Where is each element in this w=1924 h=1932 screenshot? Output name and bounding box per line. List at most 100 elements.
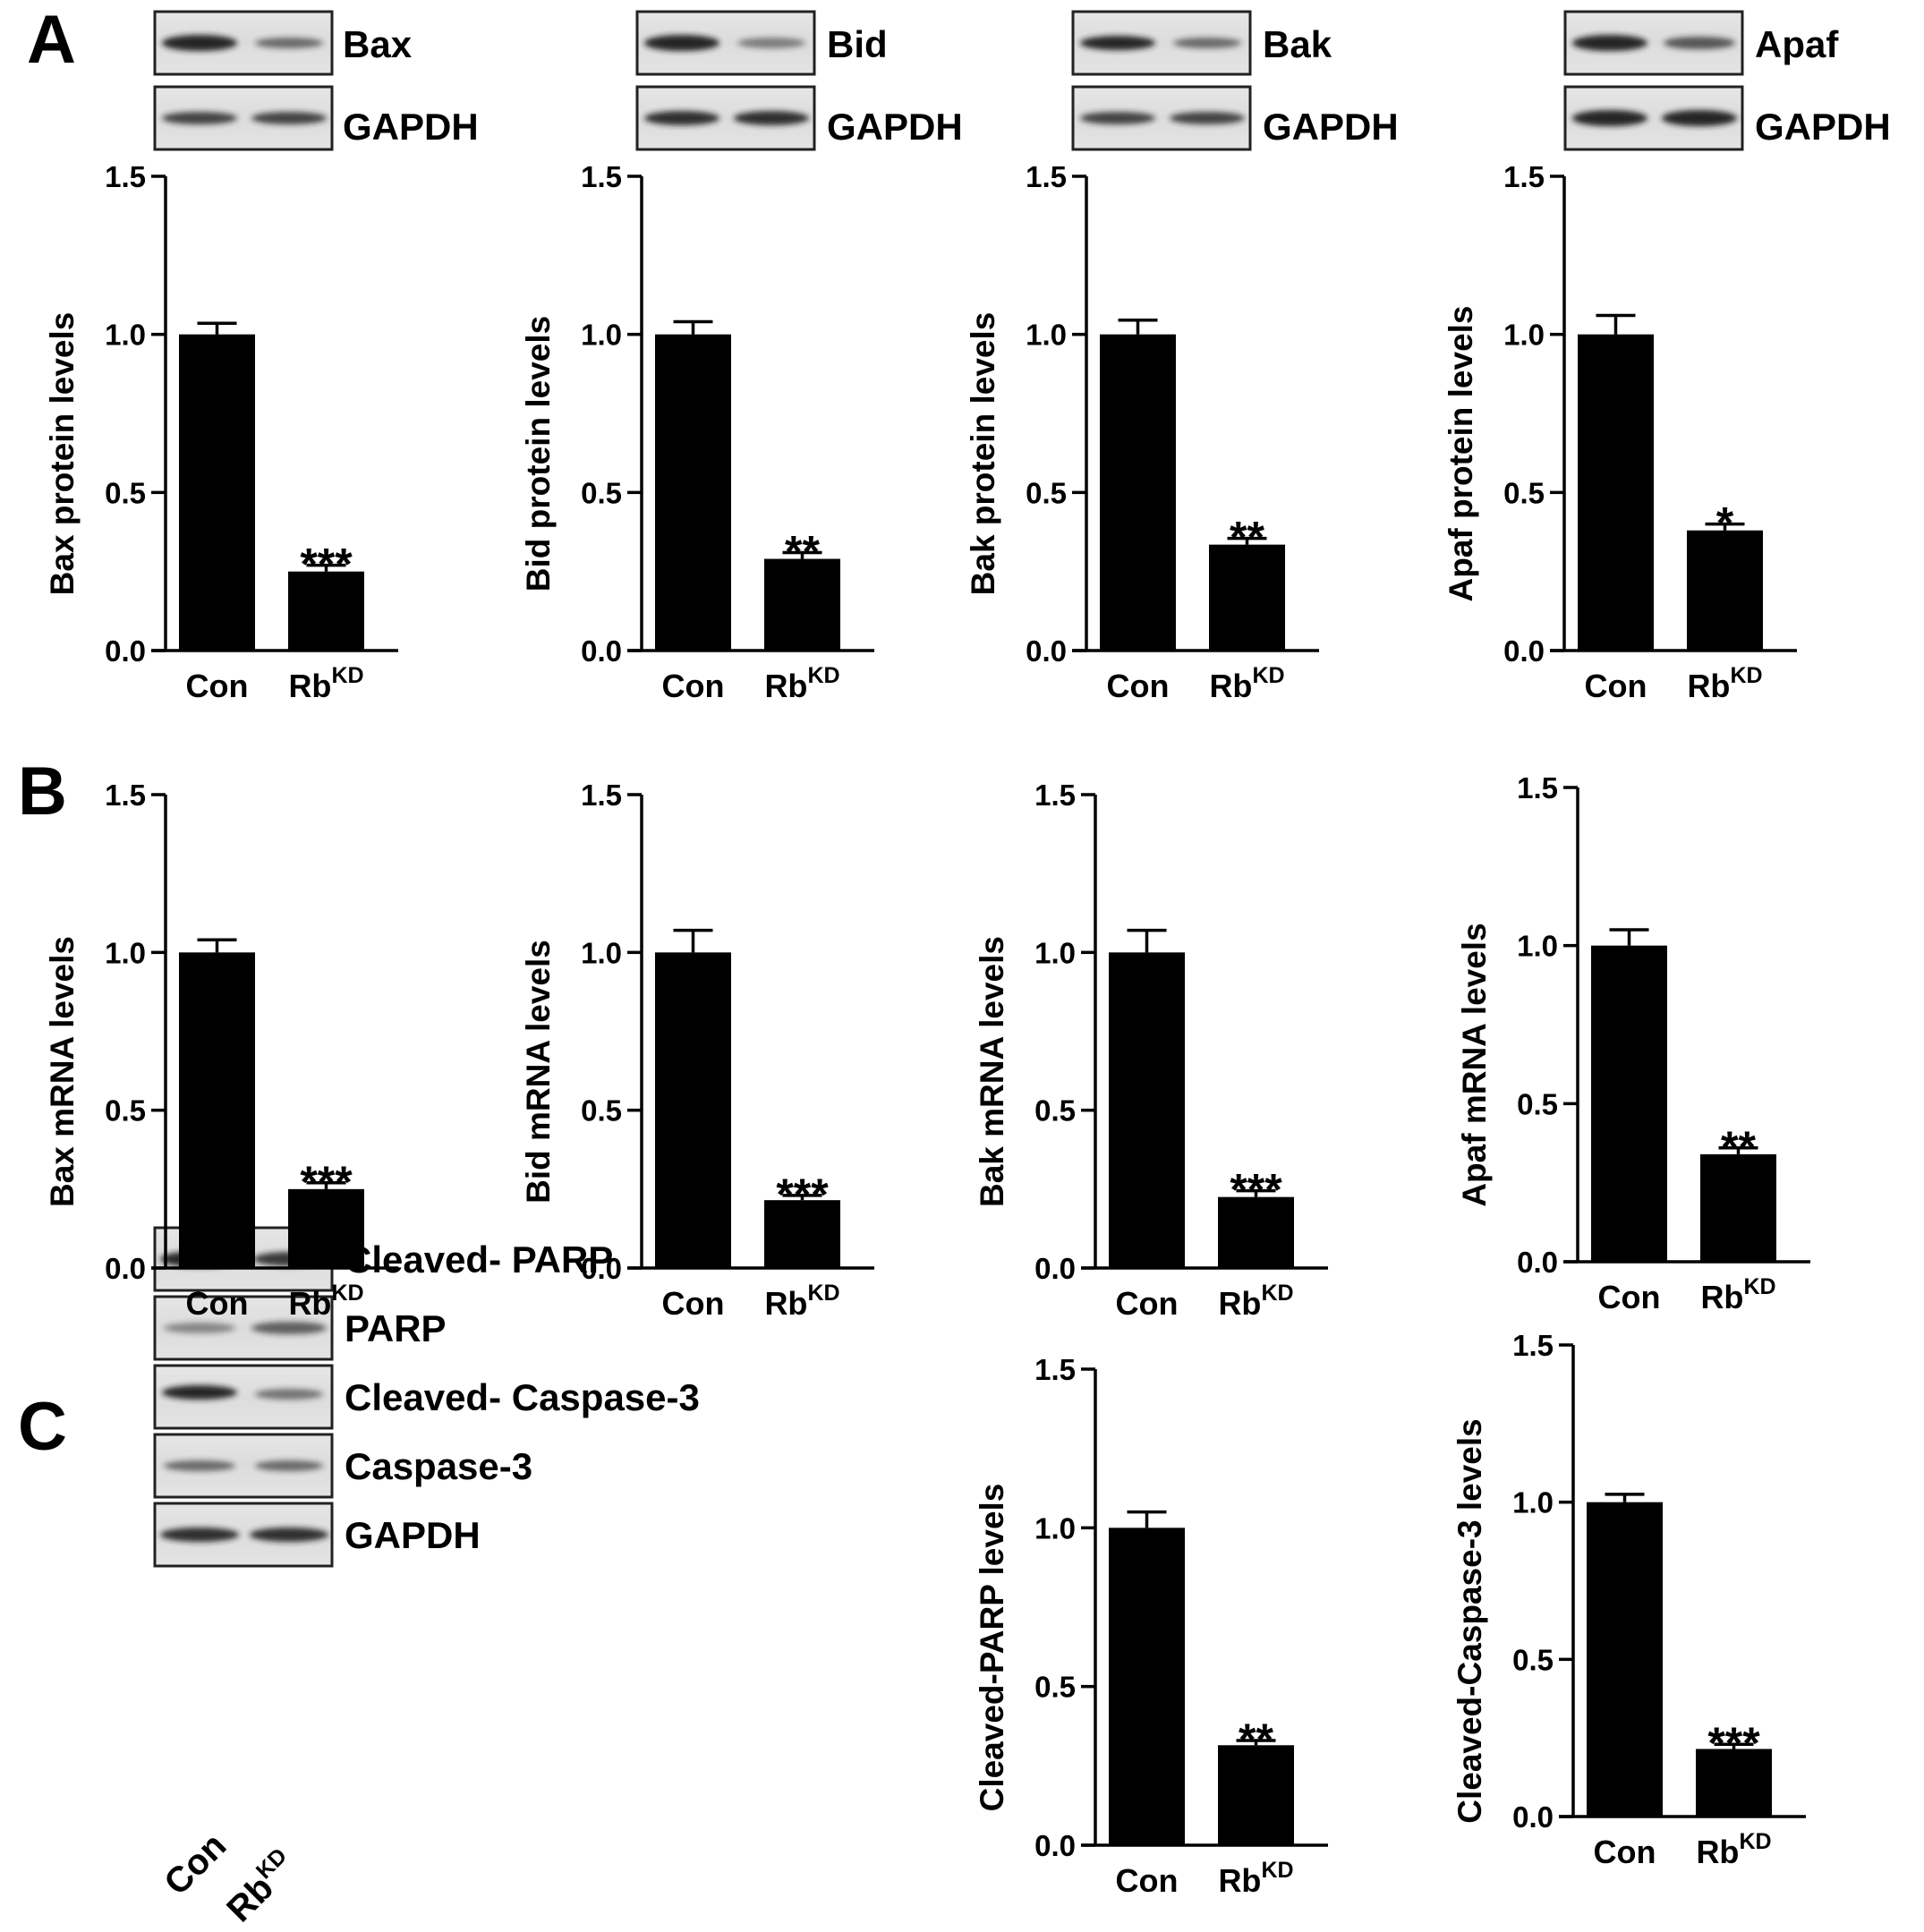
bar <box>1218 1745 1294 1845</box>
y-axis-label: Cleaved-PARP levels <box>974 1484 1010 1812</box>
y-tick-label: 0.5 <box>581 1094 622 1128</box>
blot-row-label: Cleaved- Caspase-3 <box>345 1376 700 1418</box>
bar <box>1109 1528 1185 1845</box>
blot-lane-label-con: Con <box>157 1826 234 1902</box>
y-axis-label: Apaf protein levels <box>1443 305 1479 601</box>
blot-band <box>255 38 323 48</box>
panel-letter-b: B <box>18 753 67 830</box>
bar <box>1591 945 1667 1262</box>
y-tick-label: 1.5 <box>105 779 146 812</box>
x-category-label: RbKD <box>764 1281 839 1322</box>
blot-label-target: Bid <box>827 23 888 65</box>
blot-band <box>644 35 719 51</box>
chart-cleaved-caspase-3: 0.0 0.5 1.0 1.5 Cleaved-Caspase-3 levels Con *… <box>1452 1329 1806 1870</box>
blot-band <box>255 1460 323 1471</box>
blot-band <box>250 1528 328 1542</box>
y-tick-label: 0.0 <box>105 1252 146 1285</box>
significance-label: ** <box>1721 1122 1756 1172</box>
chart-bax-mrna: 0.0 0.5 1.0 1.5 Bax mRNA levels Con *** RbKD <box>44 779 398 1322</box>
blot-row-label: PARP <box>345 1307 447 1349</box>
blot-band <box>162 112 237 124</box>
y-tick-label: 1.5 <box>581 779 622 812</box>
bar <box>179 334 255 651</box>
y-axis-label: Bid mRNA levels <box>520 940 557 1204</box>
significance-label: *** <box>1707 1718 1760 1768</box>
panel-letter-c: C <box>18 1389 67 1465</box>
y-tick-label: 0.0 <box>105 634 146 668</box>
y-tick-label: 1.5 <box>1512 1329 1554 1362</box>
significance-label: *** <box>300 1157 353 1207</box>
bar <box>1578 334 1654 651</box>
y-axis-label: Cleaved-Caspase-3 levels <box>1452 1418 1488 1824</box>
y-tick-label: 1.0 <box>1034 1511 1076 1545</box>
y-tick-label: 0.0 <box>1517 1246 1558 1279</box>
x-category-label: Con <box>662 1285 725 1322</box>
y-tick-label: 0.0 <box>1026 634 1067 668</box>
x-category-label: Con <box>1107 668 1170 704</box>
blot-band <box>1664 37 1735 49</box>
chart-bid-protein: 0.0 0.5 1.0 1.5 Bid protein levels Con ** RbKD <box>520 160 874 704</box>
x-category-label: Con <box>662 668 725 704</box>
significance-label: *** <box>776 1170 829 1220</box>
significance-label: *** <box>1230 1165 1282 1215</box>
chart-bak-mrna: 0.0 0.5 1.0 1.5 Bak mRNA levels Con *** RbKD <box>974 779 1328 1322</box>
blot-label-target: Bak <box>1263 23 1332 65</box>
bar <box>1100 334 1176 651</box>
y-tick-label: 0.5 <box>105 476 146 509</box>
x-category-label: Con <box>1585 668 1647 704</box>
blot-band <box>162 1385 237 1400</box>
y-tick-label: 1.0 <box>581 936 622 969</box>
x-category-label: Con <box>1598 1279 1661 1315</box>
y-tick-label: 1.0 <box>1517 930 1558 963</box>
y-axis-label: Apaf mRNA levels <box>1456 923 1493 1206</box>
x-category-label: Con <box>1116 1285 1179 1322</box>
blot-label-loading: GAPDH <box>1755 106 1891 148</box>
bar <box>1700 1153 1776 1262</box>
blot-pair-apaf: Apaf GAPDH <box>1563 10 1891 151</box>
blot-label-loading: GAPDH <box>343 106 479 148</box>
bar <box>655 952 731 1268</box>
blot-band <box>1572 110 1647 126</box>
blot-band <box>251 112 327 124</box>
y-tick-label: 1.5 <box>105 160 146 193</box>
bar <box>288 1188 364 1268</box>
significance-label: ** <box>785 526 820 576</box>
blot-band <box>164 1460 235 1471</box>
blot-band <box>1080 36 1155 50</box>
x-category-label: RbKD <box>764 663 839 704</box>
blot-row-parp: PARP <box>153 1295 447 1361</box>
y-tick-label: 1.5 <box>1034 1353 1076 1386</box>
bar <box>1687 530 1763 651</box>
x-category-label: RbKD <box>1218 1858 1293 1899</box>
blot-band <box>255 1389 323 1400</box>
significance-label: *** <box>300 540 353 590</box>
bar <box>1209 544 1285 651</box>
bar <box>764 558 840 651</box>
panel-letter-a: A <box>27 2 76 78</box>
y-tick-label: 1.5 <box>581 160 622 193</box>
x-category-label: RbKD <box>1218 1281 1293 1322</box>
bar <box>655 334 731 651</box>
blot-band <box>1080 112 1155 124</box>
x-category-label: RbKD <box>288 1281 363 1322</box>
blot-label-loading: GAPDH <box>827 106 963 148</box>
blot-stack-c: Cleaved- PARP PARP Cleaved- Caspase-3 Ca… <box>153 1226 700 1568</box>
y-axis-label: Bak mRNA levels <box>974 936 1010 1207</box>
blot-row-gapdh: GAPDH <box>153 1502 481 1568</box>
x-category-label: Con <box>186 668 249 704</box>
y-axis-label: Bak protein levels <box>965 312 1001 596</box>
y-tick-label: 1.0 <box>105 936 146 969</box>
y-axis-label: Bid protein levels <box>520 316 557 592</box>
y-tick-label: 0.5 <box>1512 1643 1554 1676</box>
blot-band <box>1170 112 1245 124</box>
y-axis-label: Bax mRNA levels <box>44 936 81 1207</box>
y-tick-label: 0.5 <box>1034 1094 1076 1128</box>
bar <box>179 952 255 1268</box>
blot-band <box>160 1528 239 1542</box>
x-category-label: Con <box>186 1285 249 1322</box>
y-tick-label: 1.5 <box>1503 160 1545 193</box>
chart-bid-mrna: 0.0 0.5 1.0 1.5 Bid mRNA levels Con *** RbKD <box>520 779 874 1322</box>
blot-band <box>164 1323 235 1333</box>
bar <box>764 1200 840 1268</box>
